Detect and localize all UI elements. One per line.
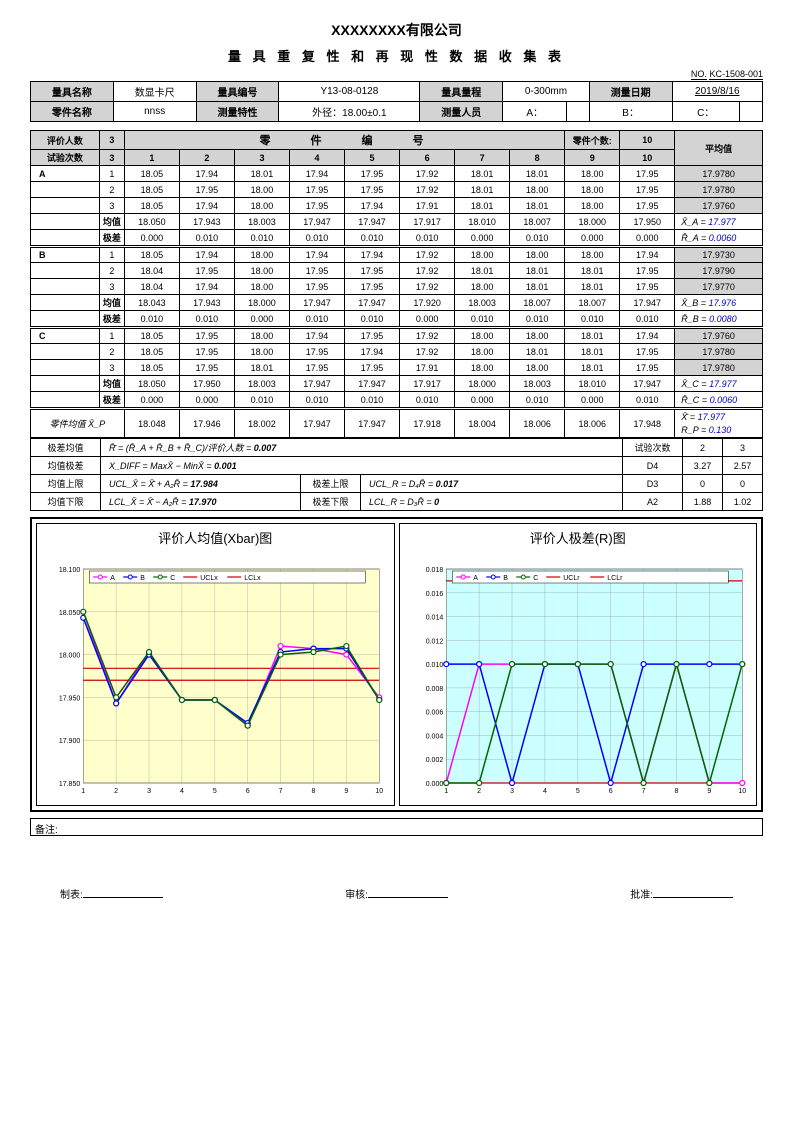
svg-text:UCLx: UCLx (200, 575, 218, 582)
calc-table: 极差均值 R̄̄ = (R̄_A + R̄_B + R̄_C)/评价人数 = 0… (30, 438, 763, 511)
r-chart-svg: 0.000 0.002 0.004 0.006 0.008 0.010 0.012 0.014… (404, 551, 753, 801)
svg-text:9: 9 (344, 788, 348, 795)
rbar-label: 极差均值 (31, 439, 101, 457)
svg-text:6: 6 (246, 788, 250, 795)
svg-text:A: A (110, 575, 115, 582)
svg-text:UCLr: UCLr (563, 575, 580, 582)
svg-text:18.000: 18.000 (59, 653, 81, 660)
xbar-chart: 评价人均值(Xbar)图 17.850 17.900 17.950 18.000 18.… (36, 523, 395, 806)
svg-text:8: 8 (312, 788, 316, 795)
svg-text:3: 3 (147, 788, 151, 795)
svg-text:8: 8 (674, 788, 678, 795)
svg-text:C: C (533, 575, 538, 582)
part-name-label: 零件名称 (31, 102, 114, 122)
xbar-chart-svg: 17.850 17.900 17.950 18.000 18.050 18.100 1 2 3 4… (41, 551, 390, 801)
svg-text:18.050: 18.050 (59, 610, 81, 617)
svg-text:1: 1 (444, 788, 448, 795)
lclr-label: 极差下限 (301, 493, 361, 511)
company-title: XXXXXXXX有限公司 (30, 20, 763, 40)
range-label: 量具量程 (420, 82, 503, 102)
svg-text:B: B (503, 575, 508, 582)
header-table: 量具名称 数显卡尺 量具编号 Y13-08-0128 量具量程 0-300mm … (30, 81, 763, 122)
sig-make: 制表: (60, 886, 163, 901)
svg-text:0.002: 0.002 (425, 757, 443, 764)
svg-text:0.016: 0.016 (425, 591, 443, 598)
person-c: C： (672, 102, 739, 122)
svg-text:0.008: 0.008 (425, 686, 443, 693)
svg-text:5: 5 (575, 788, 579, 795)
svg-text:18.100: 18.100 (59, 567, 81, 574)
svg-text:9: 9 (707, 788, 711, 795)
svg-text:0.014: 0.014 (425, 615, 443, 622)
notes: 备注: (30, 818, 763, 836)
svg-text:4: 4 (542, 788, 546, 795)
svg-text:2: 2 (477, 788, 481, 795)
svg-text:17.850: 17.850 (59, 781, 81, 788)
part-name: nnss (113, 102, 196, 122)
svg-text:LCLr: LCLr (607, 575, 623, 582)
xdiff-label: 均值极差 (31, 457, 101, 475)
svg-text:3: 3 (510, 788, 514, 795)
sig-approve: 批准: (630, 886, 733, 901)
uclx-label: 均值上限 (31, 475, 101, 493)
person-b: B： (589, 102, 672, 122)
svg-text:10: 10 (738, 788, 746, 795)
date-label: 测量日期 (589, 82, 672, 102)
svg-text:10: 10 (375, 788, 383, 795)
date-value: 2019/8/16 (672, 82, 762, 102)
svg-text:4: 4 (180, 788, 184, 795)
svg-text:2: 2 (114, 788, 118, 795)
tool-name-label: 量具名称 (31, 82, 114, 102)
svg-text:5: 5 (213, 788, 217, 795)
r-chart: 评价人极差(R)图 0.000 0.002 0.004 0.006 0.008 0.010… (399, 523, 758, 806)
tool-no: Y13-08-0128 (279, 82, 420, 102)
tool-name: 数显卡尺 (113, 82, 196, 102)
signature-row: 制表: 审核: 批准: (30, 886, 763, 901)
lclx-label: 均值下限 (31, 493, 101, 511)
uclr-label: 极差上限 (301, 475, 361, 493)
svg-text:17.950: 17.950 (59, 696, 81, 703)
charts-container: 评价人均值(Xbar)图 17.850 17.900 17.950 18.000 18.… (30, 517, 763, 812)
svg-text:0.006: 0.006 (425, 710, 443, 717)
range-value: 0-300mm (503, 82, 590, 102)
doc-number: NO. KC-1508-001 (30, 69, 763, 79)
char-value: 外径：18.00±0.1 (279, 102, 420, 122)
svg-text:B: B (140, 575, 145, 582)
svg-text:7: 7 (279, 788, 283, 795)
people-label: 测量人员 (420, 102, 503, 122)
form-title: 量 具 重 复 性 和 再 现 性 数 据 收 集 表 (30, 46, 763, 65)
sig-check: 审核: (345, 886, 448, 901)
person-a: A： (503, 102, 567, 122)
svg-text:LCLx: LCLx (244, 575, 261, 582)
svg-text:0.012: 0.012 (425, 639, 443, 646)
r-chart-title: 评价人极差(R)图 (404, 528, 753, 547)
tool-no-label: 量具编号 (196, 82, 279, 102)
svg-text:0.004: 0.004 (425, 734, 443, 741)
trialn-label: 试验次数 (623, 439, 683, 457)
svg-text:0.000: 0.000 (425, 781, 443, 788)
svg-text:17.900: 17.900 (59, 738, 81, 745)
svg-text:6: 6 (608, 788, 612, 795)
svg-text:0.018: 0.018 (425, 567, 443, 574)
data-table: 评价人数3零 件 编 号零件个数:10平均值试验次数312345678910A1… (30, 130, 763, 438)
svg-text:A: A (473, 575, 478, 582)
svg-text:1: 1 (81, 788, 85, 795)
xbar-chart-title: 评价人均值(Xbar)图 (41, 528, 390, 547)
svg-text:0.010: 0.010 (425, 662, 443, 669)
svg-text:7: 7 (641, 788, 645, 795)
svg-text:C: C (170, 575, 175, 582)
char-label: 测量特性 (196, 102, 279, 122)
